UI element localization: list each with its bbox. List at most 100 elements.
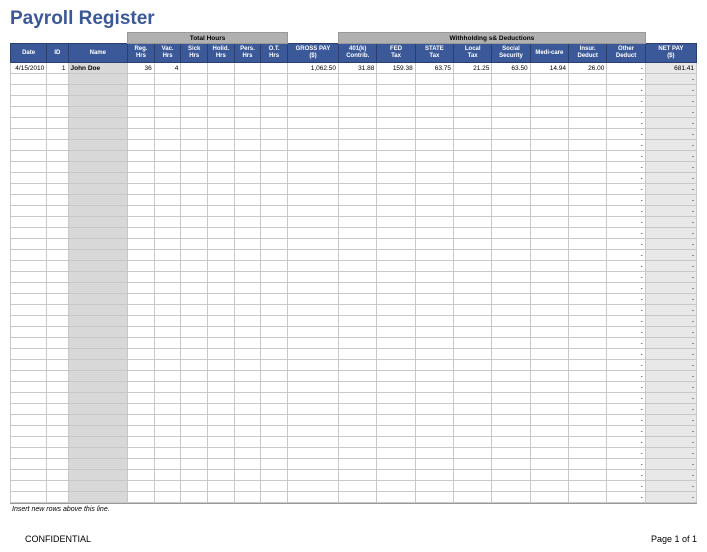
cell-date	[11, 327, 47, 338]
cell-id	[47, 338, 68, 349]
cell-netPay: -	[645, 140, 696, 151]
cell-sickHrs	[181, 492, 208, 503]
cell-vacHrs	[154, 371, 181, 382]
cell-stateTax	[415, 228, 453, 239]
cell-localTax	[454, 327, 492, 338]
cell-id	[47, 415, 68, 426]
cell-insurDeduct: 26.00	[569, 63, 607, 74]
cell-netPay: -	[645, 360, 696, 371]
cell-persHrs	[234, 492, 261, 503]
cell-name	[68, 228, 128, 239]
cell-persHrs	[234, 470, 261, 481]
cell-fedTax	[377, 173, 415, 184]
table-body: 4/15/20101John Doe3641,062.5031.88159.38…	[11, 63, 697, 503]
cell-persHrs	[234, 459, 261, 470]
cell-localTax	[454, 470, 492, 481]
cell-stateTax	[415, 415, 453, 426]
cell-localTax	[454, 74, 492, 85]
cell-id	[47, 448, 68, 459]
col-insurDeduct: Insur.Deduct	[569, 44, 607, 63]
cell-sickHrs	[181, 162, 208, 173]
cell-otherDeduct: -	[607, 448, 645, 459]
cell-sickHrs	[181, 338, 208, 349]
cell-date	[11, 426, 47, 437]
cell-persHrs	[234, 85, 261, 96]
cell-persHrs	[234, 228, 261, 239]
cell-socSec	[492, 283, 530, 294]
cell-stateTax	[415, 195, 453, 206]
cell-vacHrs	[154, 283, 181, 294]
cell-regHrs	[128, 206, 155, 217]
cell-persHrs	[234, 481, 261, 492]
cell-regHrs	[128, 492, 155, 503]
cell-persHrs	[234, 272, 261, 283]
cell-medicare	[530, 481, 568, 492]
cell-vacHrs	[154, 118, 181, 129]
cell-contrib401k	[339, 107, 377, 118]
cell-netPay: -	[645, 195, 696, 206]
cell-vacHrs	[154, 349, 181, 360]
cell-name	[68, 107, 128, 118]
cell-sickHrs	[181, 272, 208, 283]
cell-date	[11, 437, 47, 448]
cell-localTax	[454, 85, 492, 96]
cell-grossPay	[287, 140, 338, 151]
cell-socSec	[492, 228, 530, 239]
cell-fedTax	[377, 184, 415, 195]
cell-holidHrs	[208, 74, 235, 85]
cell-stateTax	[415, 338, 453, 349]
cell-otHrs	[261, 140, 288, 151]
cell-id	[47, 162, 68, 173]
cell-persHrs	[234, 426, 261, 437]
cell-sickHrs	[181, 305, 208, 316]
cell-fedTax	[377, 338, 415, 349]
cell-id	[47, 85, 68, 96]
cell-netPay: -	[645, 129, 696, 140]
cell-otHrs	[261, 74, 288, 85]
cell-socSec	[492, 437, 530, 448]
cell-medicare	[530, 239, 568, 250]
cell-id	[47, 294, 68, 305]
cell-netPay: -	[645, 305, 696, 316]
cell-name	[68, 437, 128, 448]
cell-stateTax: 63.75	[415, 63, 453, 74]
cell-id	[47, 283, 68, 294]
cell-socSec	[492, 162, 530, 173]
cell-insurDeduct	[569, 96, 607, 107]
cell-date	[11, 349, 47, 360]
cell-fedTax	[377, 85, 415, 96]
cell-insurDeduct	[569, 470, 607, 481]
cell-id	[47, 360, 68, 371]
cell-persHrs	[234, 415, 261, 426]
cell-insurDeduct	[569, 173, 607, 184]
cell-regHrs	[128, 184, 155, 195]
cell-otherDeduct: -	[607, 151, 645, 162]
footer-page: Page 1 of 1	[651, 534, 697, 544]
cell-sickHrs	[181, 228, 208, 239]
cell-stateTax	[415, 371, 453, 382]
cell-date	[11, 283, 47, 294]
cell-id	[47, 74, 68, 85]
cell-grossPay	[287, 371, 338, 382]
col-persHrs: Pers.Hrs	[234, 44, 261, 63]
cell-id	[47, 371, 68, 382]
group-blank-left	[11, 33, 128, 44]
cell-regHrs	[128, 404, 155, 415]
cell-sickHrs	[181, 371, 208, 382]
cell-insurDeduct	[569, 294, 607, 305]
cell-stateTax	[415, 316, 453, 327]
cell-grossPay	[287, 96, 338, 107]
cell-name	[68, 393, 128, 404]
cell-otherDeduct: -	[607, 173, 645, 184]
cell-vacHrs	[154, 305, 181, 316]
cell-medicare	[530, 118, 568, 129]
cell-otHrs	[261, 250, 288, 261]
cell-stateTax	[415, 107, 453, 118]
cell-localTax	[454, 96, 492, 107]
cell-id	[47, 173, 68, 184]
cell-netPay: -	[645, 459, 696, 470]
cell-date	[11, 96, 47, 107]
cell-grossPay	[287, 327, 338, 338]
cell-otHrs	[261, 283, 288, 294]
cell-id	[47, 129, 68, 140]
